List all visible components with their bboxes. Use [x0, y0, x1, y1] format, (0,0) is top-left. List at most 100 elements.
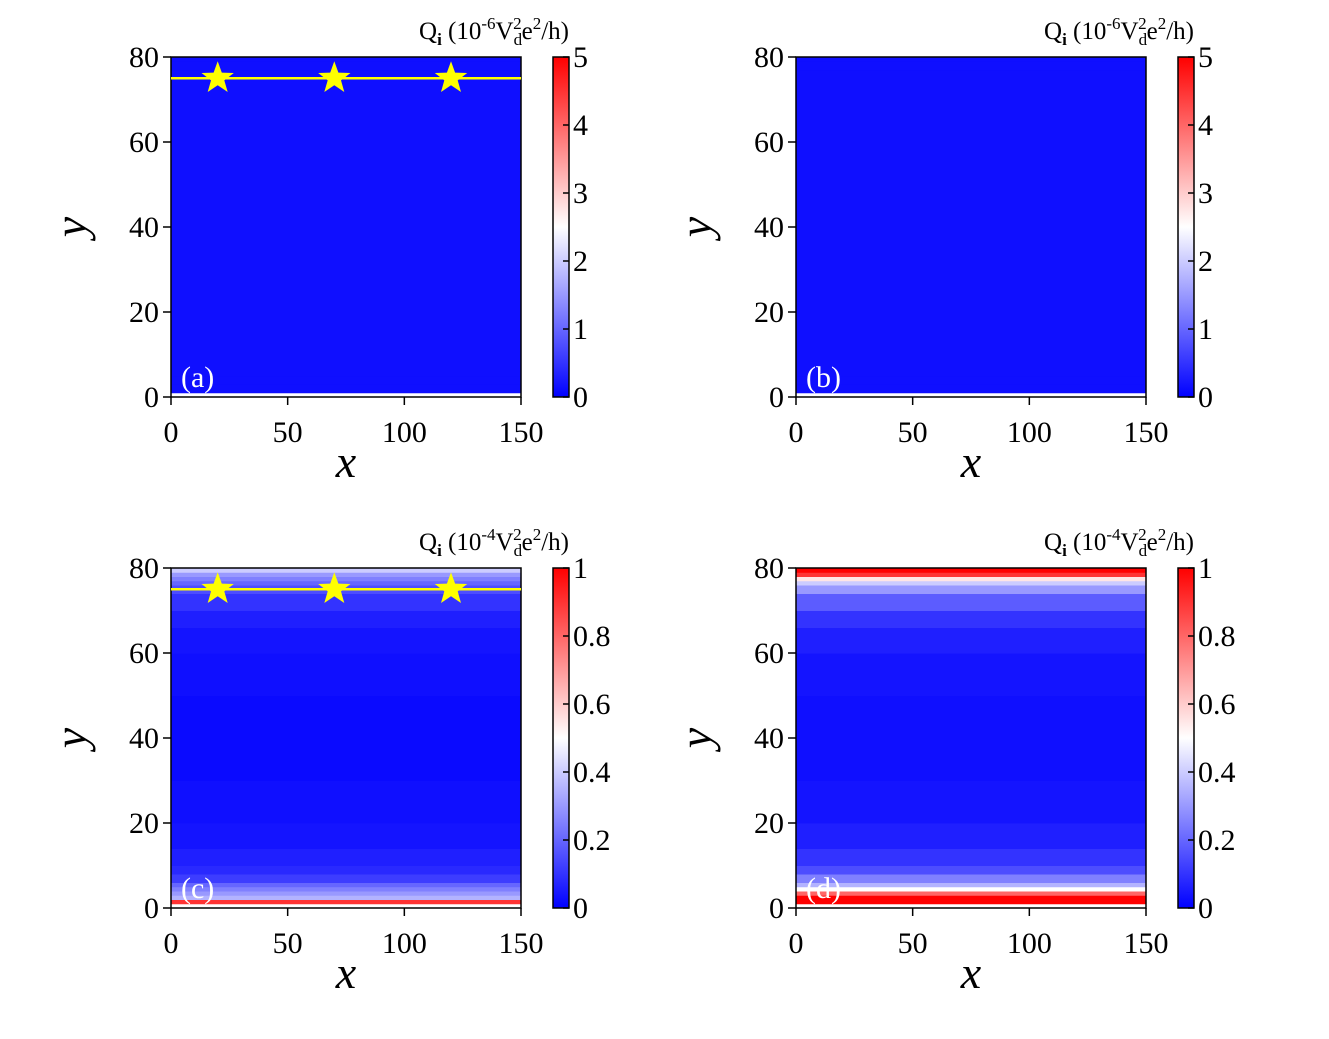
heatmap-cell	[171, 899, 521, 905]
x-tick-label: 0	[164, 416, 179, 449]
colorbar-title-part: 2	[1138, 14, 1147, 33]
colorbar	[552, 567, 570, 909]
heatmap-cell	[171, 116, 521, 143]
colorbar-title-part: Q	[1044, 18, 1062, 45]
panel-label: (d)	[806, 872, 841, 905]
colorbar-title-part: e	[1147, 18, 1158, 45]
y-tick-label: 20	[129, 296, 159, 329]
colorbar-title-part: /h)	[1166, 529, 1194, 556]
colorbar-title-part: i	[1062, 30, 1067, 49]
heatmap-cell	[171, 69, 521, 75]
y-tick-label: 60	[754, 637, 784, 670]
x-tick-label: 0	[789, 416, 804, 449]
colorbar-title-part: (10	[1067, 529, 1107, 556]
heatmap-cell	[171, 65, 521, 71]
y-tick-label: 60	[754, 126, 784, 159]
y-axis-label: y	[45, 727, 96, 752]
colorbar-tick-label: 0.6	[573, 688, 611, 721]
colorbar-tick-label: 0	[573, 892, 588, 925]
heatmap-cell	[796, 363, 1146, 372]
heatmap-cell	[171, 61, 521, 66]
heatmap-cell	[796, 886, 1146, 892]
colorbar-title-part: i	[1062, 541, 1067, 560]
y-tick-label: 60	[129, 637, 159, 670]
panel-label: (b)	[806, 361, 841, 394]
x-tick-label: 100	[1007, 927, 1052, 960]
heatmap-cell	[171, 568, 521, 573]
heatmap-cell	[796, 580, 1146, 586]
heatmap-cell	[171, 312, 521, 338]
heatmap-cell	[796, 899, 1146, 905]
y-axis-label: y	[670, 727, 721, 752]
colorbar-title-part: (10	[442, 529, 482, 556]
colorbar-title-part: Q	[419, 18, 437, 45]
heatmap-cell	[171, 363, 521, 372]
heatmap-cell	[171, 848, 521, 866]
y-tick-label: 80	[754, 41, 784, 74]
heatmap-cell	[796, 882, 1146, 888]
heatmap-cell	[796, 891, 1146, 896]
heatmap-cell	[171, 354, 521, 364]
colorbar-tick-label: 1	[573, 313, 588, 346]
heatmap-cell	[171, 572, 521, 577]
x-axis-label: x	[960, 947, 982, 998]
y-tick-label: 20	[754, 296, 784, 329]
colorbar-tick-label: 1	[1198, 552, 1213, 585]
heatmap-cell	[796, 865, 1146, 875]
heatmap-cell	[171, 269, 521, 313]
heatmap-cell	[796, 384, 1146, 389]
colorbar-title: Qi (10-6Vd2e2/h)	[419, 14, 569, 49]
heatmap-cell	[796, 380, 1146, 385]
x-tick-label: 100	[1007, 416, 1052, 449]
heatmap-cell	[796, 184, 1146, 270]
colorbar-tick-label: 3	[573, 177, 588, 210]
star-marker	[434, 572, 468, 603]
y-tick-label: 60	[129, 126, 159, 159]
heatmap-cell	[796, 99, 1146, 117]
heatmap-cell	[171, 874, 521, 883]
heatmap-cell	[796, 823, 1146, 849]
colorbar	[552, 56, 570, 398]
colorbar-tick-label: 0	[1198, 381, 1213, 414]
heatmap-cell	[171, 865, 521, 875]
colorbar-title-part: e	[522, 18, 533, 45]
y-tick-label: 40	[129, 722, 159, 755]
y-tick-label: 80	[129, 41, 159, 74]
star-marker	[318, 572, 351, 603]
colorbar-title-part: i	[437, 541, 442, 560]
heatmap-cell	[171, 371, 521, 377]
heatmap-cell	[796, 371, 1146, 377]
colorbar-title-part: e	[522, 529, 533, 556]
colorbar-title-part: V	[496, 529, 514, 556]
heatmap-cell	[796, 585, 1146, 594]
colorbar-tick-label: 2	[573, 245, 588, 278]
heatmap-cell	[796, 653, 1146, 696]
star-marker	[201, 572, 234, 603]
heatmap-cell	[796, 593, 1146, 611]
colorbar-tick-label: 0.8	[573, 620, 611, 653]
colorbar-title: Qi (10-6Vd2e2/h)	[1044, 14, 1194, 49]
x-tick-label: 50	[273, 416, 303, 449]
panel-label: (c)	[181, 872, 214, 905]
heatmap-cell	[796, 627, 1146, 654]
colorbar-title-part: (10	[1067, 18, 1107, 45]
heatmap-cell	[171, 380, 521, 385]
x-tick-label: 150	[499, 416, 544, 449]
colorbar-title-part: d	[514, 541, 523, 560]
y-axis-label: y	[45, 216, 96, 241]
heatmap-cell	[171, 891, 521, 896]
y-tick-label: 80	[754, 552, 784, 585]
x-tick-label: 150	[499, 927, 544, 960]
heatmap-cell	[796, 568, 1146, 573]
heatmap-cell	[171, 375, 521, 381]
colorbar-title-part: V	[1121, 529, 1139, 556]
heatmap-cell	[796, 74, 1146, 83]
heatmap-cell	[171, 580, 521, 586]
y-axis-label: y	[670, 216, 721, 241]
colorbar-tick-label: 0.2	[1198, 824, 1236, 857]
colorbar	[1177, 567, 1195, 909]
colorbar-title-part: i	[437, 30, 442, 49]
panel: 0 50 100 150020406080xy(d)00.20.40.60.81Qi …	[670, 525, 1236, 998]
heatmap-cell	[171, 337, 521, 355]
